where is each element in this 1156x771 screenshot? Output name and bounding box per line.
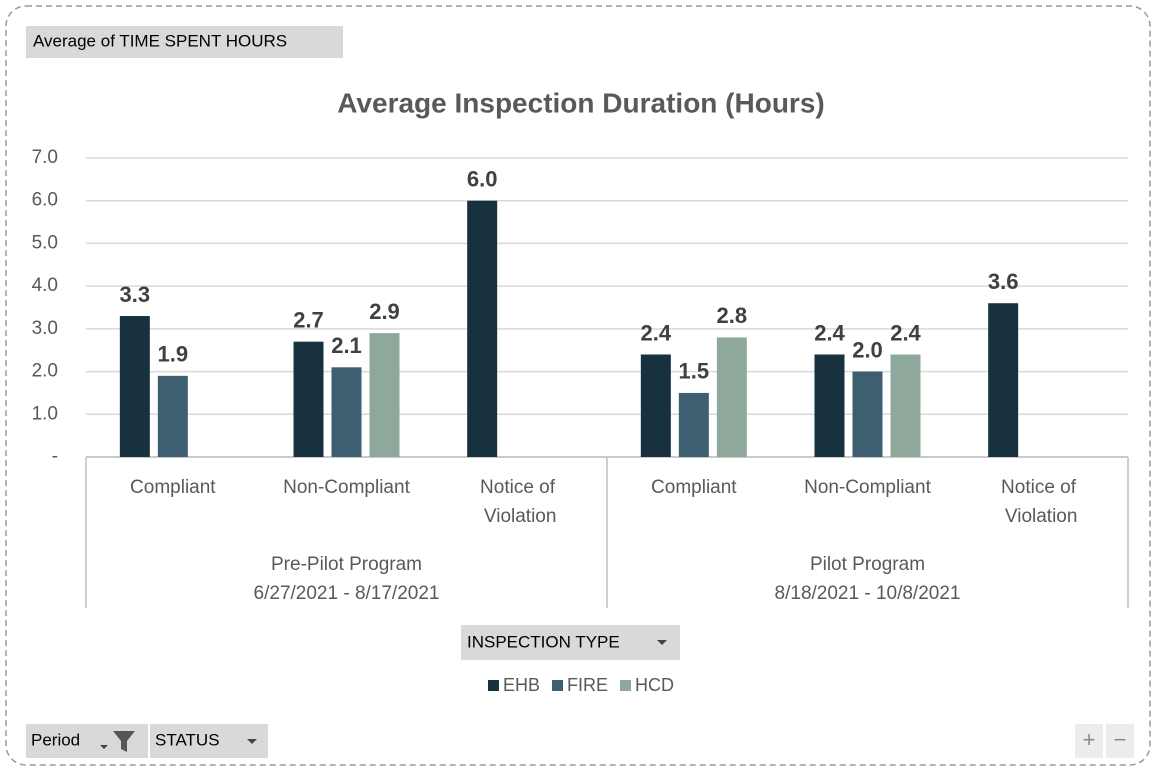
data-label: 6.0	[467, 167, 498, 192]
data-label: 1.5	[679, 359, 710, 384]
chart-title: Average Inspection Duration (Hours)	[337, 87, 824, 118]
y-tick-label: 6.0	[32, 190, 58, 211]
filter-button[interactable]	[150, 724, 268, 758]
bar	[640, 354, 671, 457]
bar	[678, 392, 709, 457]
group-label: Pilot Program	[810, 554, 925, 575]
legend-swatch	[620, 680, 632, 691]
x-tick-label: Notice of Violation	[480, 477, 560, 527]
legend-field-label: INSPECTION TYPE	[467, 632, 620, 651]
y-tick-label: 5.0	[32, 232, 58, 253]
dropdown-arrow	[657, 640, 667, 645]
data-label: 2.1	[331, 333, 362, 358]
dropdown-arrow	[247, 739, 257, 744]
bar	[890, 354, 921, 457]
data-label: 2.9	[369, 299, 400, 324]
data-label: 2.4	[890, 320, 921, 345]
bar	[293, 341, 324, 457]
data-label: 2.4	[814, 320, 845, 345]
legend-label: HCD	[635, 675, 674, 695]
bar	[157, 375, 188, 457]
x-tick-label: Non-Compliant	[804, 477, 931, 498]
bar	[331, 367, 362, 457]
dropdown-arrow	[100, 745, 108, 749]
bar	[716, 337, 747, 457]
y-tick-label: 2.0	[32, 361, 58, 382]
legend-label: FIRE	[567, 675, 608, 695]
group-label: Pre-Pilot Program	[271, 554, 422, 575]
x-tick-label: Compliant	[130, 477, 216, 498]
bar	[814, 354, 845, 457]
data-label: 2.0	[852, 337, 883, 362]
bar	[467, 200, 498, 457]
data-label: 1.9	[158, 342, 189, 367]
x-tick-label: Non-Compliant	[283, 477, 410, 498]
x-tick-label: Compliant	[651, 477, 737, 498]
legend-label: EHB	[503, 675, 540, 695]
y-tick-label: 7.0	[32, 147, 58, 168]
bar	[119, 316, 150, 457]
filter-label: STATUS	[155, 730, 220, 749]
group-label: 8/18/2021 - 10/8/2021	[775, 583, 961, 604]
filter-icon	[113, 731, 135, 752]
values-field-button[interactable]	[26, 26, 343, 58]
bar	[369, 333, 400, 457]
values-field-label: Average of TIME SPENT HOURS	[33, 31, 287, 50]
filter-button[interactable]	[26, 724, 148, 758]
legend-swatch	[552, 680, 563, 691]
group-label: 6/27/2021 - 8/17/2021	[254, 583, 440, 604]
data-label: 3.3	[120, 282, 151, 307]
data-label: 2.8	[717, 303, 748, 328]
bar	[852, 371, 883, 457]
zoom-button[interactable]	[1075, 724, 1103, 758]
zoom-label: −	[1114, 727, 1127, 752]
y-tick-label: 4.0	[32, 275, 58, 296]
legend-swatch	[487, 680, 499, 691]
data-label: 3.6	[988, 269, 1019, 294]
chart-border	[5, 5, 1151, 766]
data-label: 2.4	[641, 320, 672, 345]
y-tick-label: 3.0	[32, 318, 58, 339]
y-tick-label: -	[52, 446, 58, 467]
zoom-button[interactable]	[1106, 724, 1134, 758]
x-tick-label: Notice of Violation	[1001, 477, 1081, 527]
data-label: 2.7	[293, 307, 324, 332]
filter-label: Period	[31, 730, 80, 749]
legend-field-button[interactable]	[461, 625, 680, 660]
zoom-label: +	[1083, 727, 1096, 752]
bar	[988, 303, 1019, 457]
y-tick-label: 1.0	[32, 403, 58, 424]
